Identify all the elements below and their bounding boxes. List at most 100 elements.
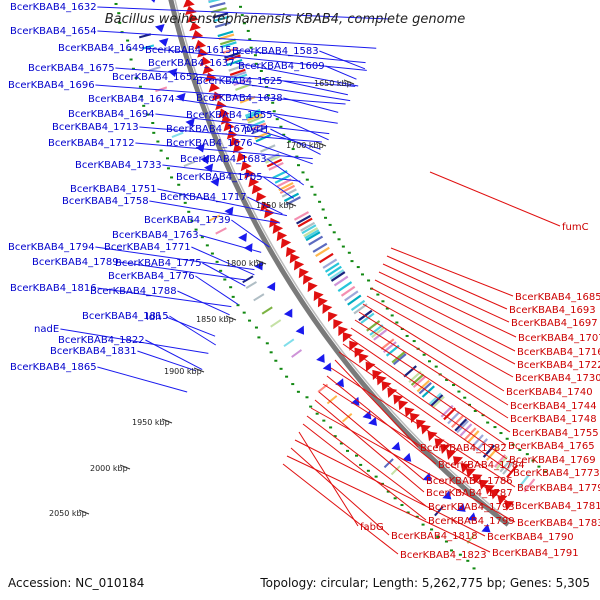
gene-label-forward: BcerKBAB4_1637 [148,58,235,69]
gc-content-mark [386,490,390,493]
gc-content-mark [393,497,397,500]
cog-category-stripe [293,211,310,221]
cog-category-stripe [410,373,425,386]
reverse-leader-line [338,351,512,473]
cog-category-stripe [403,365,417,378]
gc-skew-mark [367,279,371,282]
gc-skew-mark [400,327,404,330]
gc-skew-mark [518,448,522,451]
kbp-tick-label: 1900 kbp [164,367,202,376]
cog-category-stripe [230,71,247,79]
gene-label-reverse: fumC [562,222,589,233]
forward-strand-gene [243,243,253,253]
reverse-leader-line [298,431,359,527]
forward-strand-gene [402,452,412,462]
gc-content-mark [458,553,462,556]
forward-strand-gene [362,410,372,420]
gene-label-reverse: fabG [360,522,384,533]
gene-label-forward: BcerKBAB4_1712 [48,138,135,149]
reverse-strand-gene [465,468,476,478]
cog-category-stripe [278,181,294,192]
forward-cog-stripe [390,465,401,476]
cog-category-stripe [217,30,234,38]
gc-skew-mark [544,470,548,473]
cog-category-stripe [392,353,407,366]
reverse-strand-gene [187,13,199,23]
reverse-strand-gene [183,0,195,8]
gene-label-forward: BcerKBAB4_1655 [186,110,273,121]
cog-category-stripe [327,265,342,277]
reverse-leader-line [290,447,390,536]
cog-category-stripe [344,290,359,302]
gene-label-forward: BcerKBAB4_1705 [176,172,263,183]
cog-category-stripe [213,15,230,23]
cog-category-stripe [447,411,461,425]
forward-cog-stripe [326,395,338,405]
reverse-strand-gene [354,347,365,358]
gene-label-reverse: BcerKBAB4_1791 [492,548,579,559]
cog-category-stripe [380,338,395,351]
gc-skew-mark [445,378,449,381]
reverse-strand-gene [251,184,263,195]
forward-strand-gene [195,143,205,153]
forward-cog-stripe [261,306,273,315]
cog-category-stripe [373,329,388,341]
cog-category-stripe [337,281,353,292]
forward-strand-gene [158,37,169,47]
gene-label-forward: BcerKBAB4_1674 [88,94,175,105]
cog-category-stripe [297,217,313,228]
gc-skew-mark [385,307,389,310]
forward-strand-gene [368,416,378,426]
cog-category-stripe [226,58,243,67]
reverse-leader-line [310,407,516,523]
gc-skew-mark [434,365,438,368]
gene-label-forward: BcerKBAB4_1676 [166,138,253,149]
reverse-leader-line [282,463,399,555]
forward-leader-line [157,188,288,217]
gc-skew-mark [254,62,258,65]
gc-content-mark [274,359,278,362]
forward-leader-line [191,246,255,276]
forward-strand-gene [176,92,186,102]
forward-leader-line [270,128,321,155]
kbp-tick [78,509,90,515]
cog-category-stripe [265,155,281,164]
cog-category-stripe [255,134,272,143]
accession-text: Accession: NC_010184 [8,576,144,590]
cog-category-stripe [301,224,317,235]
forward-strand-gene [295,325,305,335]
gc-content-mark [257,336,261,339]
gc-skew-mark [271,101,275,104]
reverse-strand-gene [244,168,256,179]
gene-label-reverse: BcerKBAB4_1744 [510,401,597,412]
reverse-strand-gene [393,394,404,405]
gene-label-forward: BcerKBAB4_1615 [145,45,232,56]
forward-leader-line [175,98,338,124]
gene-label-forward: BcerKBAB4_1670 [166,124,253,135]
cog-category-stripe [233,78,250,87]
gene-label-forward: BcerKBAB4_1865 [10,362,97,373]
kbp-tick [315,141,327,147]
forward-leader-line [195,275,239,305]
cog-category-stripe [456,420,469,434]
forward-leader-line [247,196,283,215]
gc-skew-mark [481,414,485,417]
gc-skew-mark [240,14,244,17]
gc-skew-mark [295,155,299,158]
gc-skew-mark [279,125,283,128]
forward-strand-gene [151,0,156,3]
gc-skew-mark [301,171,305,174]
gene-label-forward: BcerKBAB4_1758 [62,196,149,207]
gene-label-forward: BcerKBAB4_1771 [104,242,191,253]
gene-label-reverse: BcerKBAB4_1765 [508,441,595,452]
gene-label-reverse: BcerKBAB4_1693 [509,305,596,316]
kbp-tick [255,259,267,265]
gc-content-mark [333,435,337,438]
cog-category-stripe [330,271,346,282]
gc-skew-mark [356,266,360,269]
cog-category-stripe [276,178,292,188]
gc-skew-mark [360,273,364,276]
reverse-strand-gene [236,152,248,163]
gc-skew-mark [318,200,322,203]
gc-skew-mark [266,94,270,97]
